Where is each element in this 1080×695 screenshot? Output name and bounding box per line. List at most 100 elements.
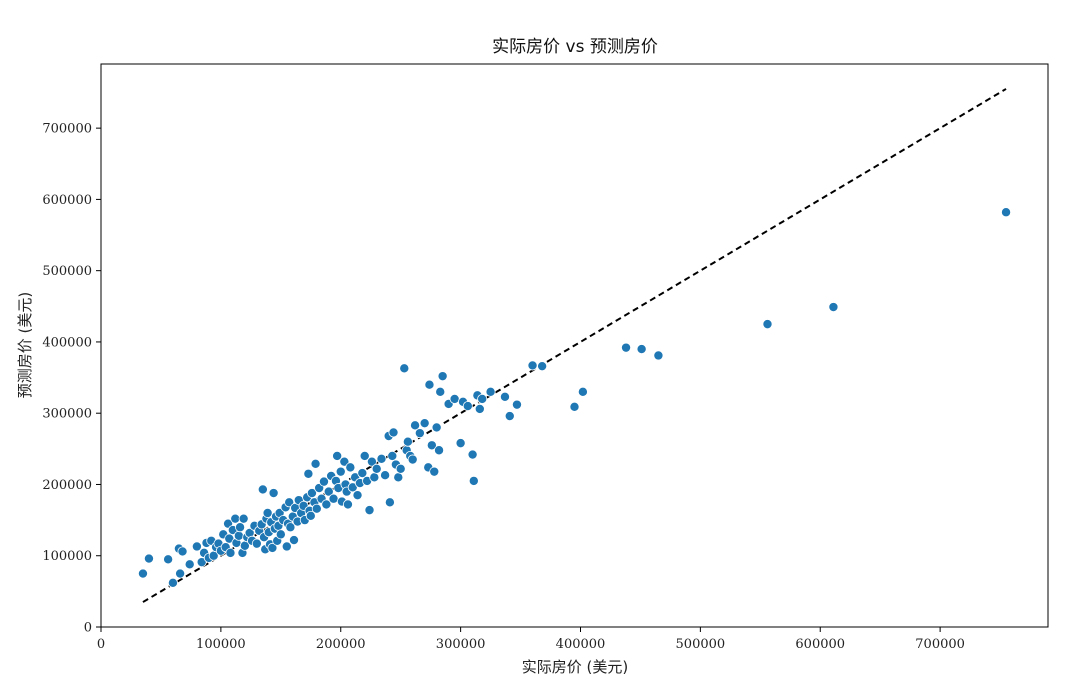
- data-point: [335, 466, 346, 477]
- data-point: [407, 454, 418, 465]
- data-point: [527, 360, 538, 371]
- data-point: [284, 497, 295, 508]
- data-point: [369, 472, 380, 483]
- data-point: [321, 499, 332, 510]
- chart-title: 实际房价 vs 预测房价: [492, 37, 658, 57]
- data-point: [143, 553, 154, 564]
- data-point: [288, 535, 299, 546]
- data-point: [281, 541, 292, 552]
- data-point: [424, 379, 435, 390]
- data-point: [467, 449, 478, 460]
- data-point: [462, 401, 473, 412]
- data-point: [328, 493, 339, 504]
- data-point: [167, 577, 178, 588]
- data-point: [477, 393, 488, 404]
- x-tick-label: 400000: [556, 637, 606, 652]
- data-point: [393, 472, 404, 483]
- data-point: [163, 554, 174, 565]
- y-tick-label: 100000: [42, 549, 92, 564]
- x-tick-label: 300000: [436, 637, 486, 652]
- data-point: [268, 488, 279, 499]
- data-point: [251, 538, 262, 549]
- data-point: [376, 453, 387, 464]
- data-point: [305, 510, 316, 521]
- data-point: [431, 422, 442, 433]
- data-point: [342, 499, 353, 510]
- data-point: [318, 476, 329, 487]
- y-tick-label: 300000: [42, 407, 92, 422]
- data-point: [384, 497, 395, 508]
- data-point: [429, 466, 440, 477]
- data-point: [828, 302, 839, 313]
- data-point: [275, 529, 286, 540]
- data-point: [191, 541, 202, 552]
- data-point: [230, 513, 241, 524]
- y-axis: 0 100000 200000 300000 400000 500000 600000 700…: [42, 122, 101, 636]
- data-point: [357, 468, 368, 479]
- x-tick-label: 0: [97, 637, 105, 652]
- data-point: [196, 557, 207, 568]
- data-point: [435, 386, 446, 397]
- data-point: [359, 450, 370, 461]
- data-point: [364, 505, 375, 516]
- x-tick-label: 100000: [196, 637, 246, 652]
- data-point: [345, 462, 356, 473]
- data-point: [339, 456, 350, 467]
- data-point: [238, 513, 249, 524]
- data-point: [468, 475, 479, 486]
- data-point: [137, 568, 148, 579]
- reference-line-layer: [142, 88, 1007, 603]
- data-point: [388, 427, 399, 438]
- data-point: [233, 530, 244, 541]
- data-point: [262, 507, 273, 518]
- data-point: [177, 546, 188, 557]
- data-point: [347, 482, 358, 493]
- data-point: [414, 428, 425, 439]
- data-point: [395, 463, 406, 474]
- data-point: [285, 522, 296, 533]
- data-point: [537, 361, 548, 372]
- data-point: [257, 484, 268, 495]
- x-tick-label: 200000: [316, 637, 366, 652]
- data-point: [410, 420, 421, 431]
- data-point: [323, 486, 334, 497]
- reference-line: [142, 88, 1007, 603]
- data-point: [225, 547, 236, 558]
- data-point: [402, 436, 413, 447]
- x-tick-label: 700000: [915, 637, 965, 652]
- data-point: [499, 391, 510, 402]
- data-point: [303, 468, 314, 479]
- data-point: [577, 386, 588, 397]
- plot-frame: [100, 63, 1049, 628]
- data-point: [380, 470, 391, 481]
- x-tick-label: 600000: [795, 637, 845, 652]
- x-axis: 0 100000 200000 300000 400000 500000 600000 700…: [97, 627, 965, 652]
- data-point: [352, 490, 363, 501]
- y-axis-label: 预测房价 (美元): [16, 292, 34, 398]
- data-point: [306, 488, 317, 499]
- y-tick-label: 0: [84, 621, 92, 636]
- data-point: [434, 445, 445, 456]
- data-point: [224, 533, 235, 544]
- data-point: [310, 458, 321, 469]
- data-point: [332, 450, 343, 461]
- data-point: [387, 450, 398, 461]
- data-point: [511, 399, 522, 410]
- data-point: [175, 568, 186, 579]
- y-tick-label: 500000: [42, 264, 92, 279]
- y-tick-label: 200000: [42, 478, 92, 493]
- data-point: [449, 393, 460, 404]
- data-point: [426, 440, 437, 451]
- data-point: [419, 418, 430, 429]
- y-tick-label: 600000: [42, 193, 92, 208]
- data-point: [653, 350, 664, 361]
- data-point: [311, 503, 322, 514]
- y-tick-label: 700000: [42, 122, 92, 137]
- data-point: [437, 371, 448, 382]
- data-point: [636, 344, 647, 355]
- data-points-layer: [137, 207, 1012, 588]
- y-tick-label: 400000: [42, 335, 92, 350]
- data-point: [762, 319, 773, 330]
